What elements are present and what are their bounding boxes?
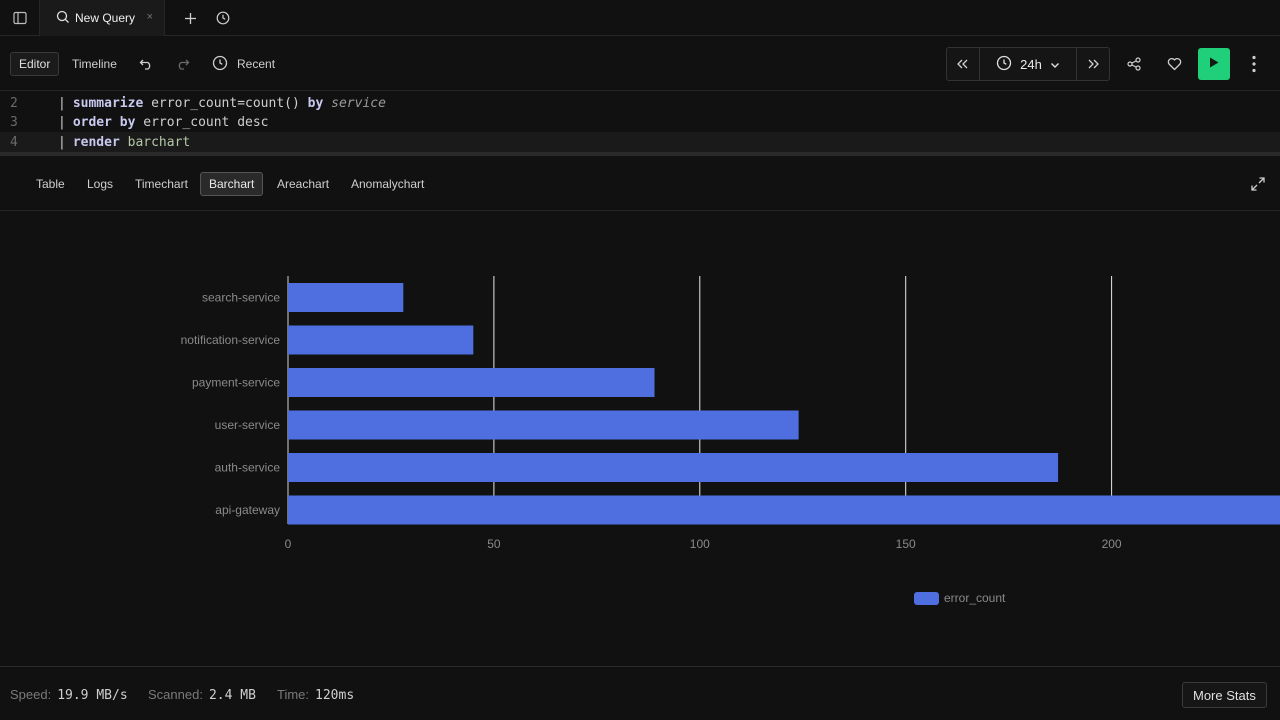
tab-areachart[interactable]: Areachart <box>277 177 330 191</box>
category-label: search-service <box>202 291 280 305</box>
time-label: Time: <box>277 687 310 702</box>
query-tab-label: New Query <box>75 11 136 25</box>
bar-chart-svg: 0 50 100 150 200 search-service notification-s… <box>181 276 1280 605</box>
code-line[interactable]: 3 | order by error_count desc <box>0 112 1280 132</box>
bar[interactable] <box>288 453 1059 482</box>
legend-swatch <box>914 592 939 605</box>
bar[interactable] <box>288 368 655 397</box>
tab-table[interactable]: Table <box>36 177 65 191</box>
scanned-stat: Scanned: 2.4 MB <box>148 687 256 703</box>
tab-logs[interactable]: Logs <box>87 177 114 191</box>
code-keyword: summarize <box>72 95 144 111</box>
scanned-label: Scanned: <box>148 687 203 702</box>
history-icon[interactable] <box>213 8 233 28</box>
category-label: api-gateway <box>215 503 280 517</box>
speed-stat: Speed: 19.9 MB/s <box>10 687 128 703</box>
clock-icon <box>996 55 1012 74</box>
time-value: 120ms <box>315 688 355 703</box>
category-label: user-service <box>215 418 281 432</box>
expand-icon[interactable] <box>1249 175 1267 193</box>
x-tick-label: 150 <box>896 537 916 551</box>
run-query-button[interactable] <box>1198 48 1230 80</box>
recent-button[interactable]: Recent <box>212 52 275 76</box>
tab-timechart[interactable]: Timechart <box>135 177 188 191</box>
query-tab[interactable]: New Query × <box>40 0 165 36</box>
bar[interactable] <box>288 325 474 355</box>
line-number: 2 <box>10 95 18 111</box>
line-number: 4 <box>10 134 18 150</box>
more-vertical-icon[interactable] <box>1244 54 1264 74</box>
tab-barchart[interactable]: Barchart <box>200 172 264 196</box>
code-function: count() <box>245 95 300 111</box>
chevrons-left-icon[interactable] <box>947 48 980 80</box>
time-range-value: 24h <box>1020 56 1042 72</box>
code-identifier: service <box>331 95 386 111</box>
code-identifier: desc <box>237 114 269 130</box>
code-line[interactable]: 2 | summarize error_count = count() by ser… <box>0 93 1280 113</box>
time-range-group: 24h <box>946 47 1110 81</box>
editor-resize-handle[interactable] <box>0 152 1280 156</box>
time-range-select[interactable]: 24h <box>980 48 1077 80</box>
tab-bar: New Query × <box>0 0 1280 36</box>
line-number: 3 <box>10 114 18 130</box>
category-label: notification-service <box>181 333 281 347</box>
speed-value: 19.9 MB/s <box>57 688 128 703</box>
code-pipe: | <box>58 134 66 150</box>
status-bar: Speed: 19.9 MB/s Scanned: 2.4 MB Time: 1… <box>0 666 1280 720</box>
code-keyword: render <box>72 134 120 150</box>
code-operator: = <box>237 95 246 111</box>
heart-icon[interactable] <box>1164 54 1184 74</box>
code-identifier: error_count <box>151 95 238 111</box>
redo-icon[interactable] <box>173 52 191 76</box>
x-tick-label: 0 <box>285 537 292 551</box>
result-view-tabs: Table Logs Timechart Barchart Areachart … <box>0 157 1280 211</box>
bar[interactable] <box>288 495 1280 525</box>
tab-anomalychart[interactable]: Anomalychart <box>351 177 425 191</box>
more-stats-button[interactable]: More Stats <box>1182 682 1267 708</box>
bar[interactable] <box>288 410 799 440</box>
code-line-active[interactable]: 4 | render barchart <box>0 132 1280 152</box>
undo-icon[interactable] <box>137 52 155 76</box>
plus-icon[interactable] <box>180 8 200 28</box>
code-pipe: | <box>58 95 66 111</box>
recent-label: Recent <box>237 57 276 71</box>
chevrons-right-icon[interactable] <box>1077 48 1109 80</box>
x-tick-label: 50 <box>487 537 501 551</box>
play-icon <box>1209 57 1219 71</box>
scanned-value: 2.4 MB <box>208 688 256 703</box>
speed-label: Speed: <box>10 687 52 702</box>
code-identifier: error_count <box>143 114 230 130</box>
category-label: payment-service <box>192 376 280 390</box>
query-editor[interactable]: 2 | summarize error_count = count() by ser… <box>0 92 1280 152</box>
bar-chart: 0 50 100 150 200 search-service notification-s… <box>0 212 1280 666</box>
timeline-button[interactable]: Timeline <box>72 57 117 71</box>
chevron-down-icon <box>1050 57 1060 72</box>
close-tab-icon[interactable]: × <box>146 11 153 23</box>
search-icon <box>56 10 70 27</box>
legend-label[interactable]: error_count <box>944 591 1006 605</box>
sidebar-panel-icon[interactable] <box>0 0 40 36</box>
clock-icon <box>212 55 228 74</box>
share-icon[interactable] <box>1124 54 1144 74</box>
code-identifier: barchart <box>127 134 191 150</box>
query-toolbar: Editor Timeline Recent 24h <box>0 37 1280 91</box>
x-tick-label: 100 <box>690 537 710 551</box>
code-keyword: order <box>72 114 112 130</box>
category-label: auth-service <box>215 461 281 475</box>
time-stat: Time: 120ms <box>277 687 354 703</box>
editor-button[interactable]: Editor <box>10 52 60 76</box>
code-keyword: by <box>307 95 324 111</box>
x-tick-label: 200 <box>1102 537 1122 551</box>
code-pipe: | <box>58 114 66 130</box>
code-keyword: by <box>119 114 136 130</box>
bar[interactable] <box>288 283 404 312</box>
